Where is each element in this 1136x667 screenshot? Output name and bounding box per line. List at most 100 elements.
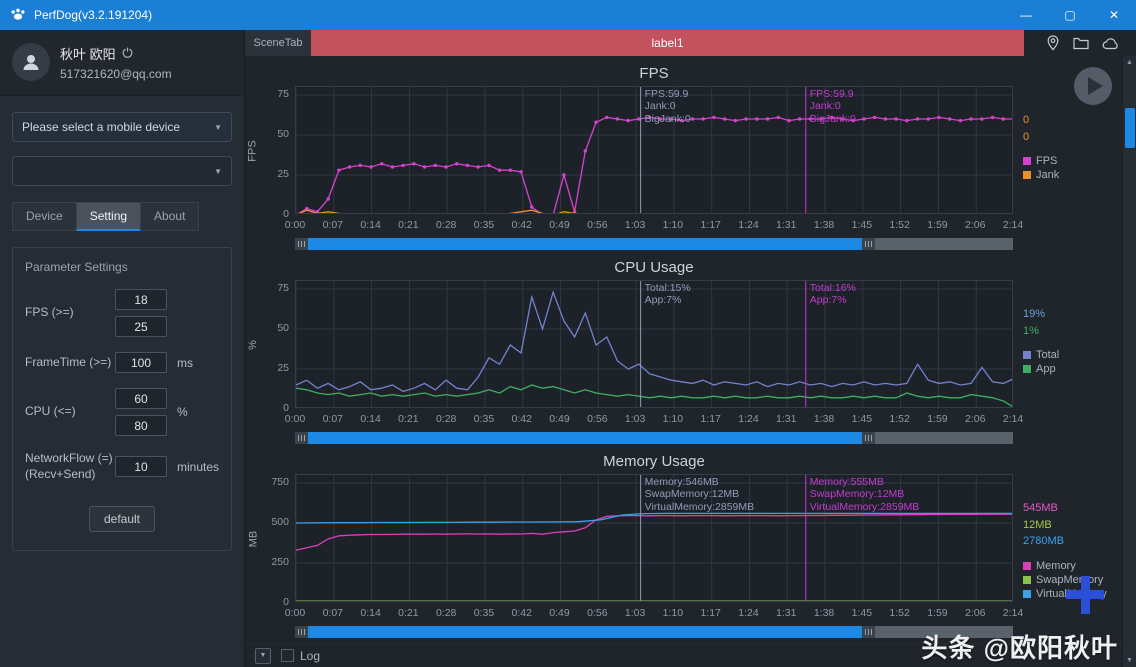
legend-item: Memory — [1023, 560, 1122, 572]
fps-y-axis-ticks: 0 25 50 75 — [261, 86, 295, 220]
current-value: 0 — [1023, 114, 1030, 126]
parameter-settings-panel: Parameter Settings FPS (>=) FrameTime (>… — [12, 247, 232, 552]
x-tick-label: 1:24 — [738, 607, 759, 619]
cpu-x-axis-labels: 0:00 0:07 0:14 0:21 0:28 0:35 0:42 0:49 0:56 1:03… — [285, 412, 1023, 428]
main-area: SceneTab label1 — [245, 30, 1136, 667]
x-tick-label: 1:45 — [851, 607, 873, 619]
log-checkbox[interactable] — [281, 649, 294, 662]
current-value: 19% — [1023, 308, 1046, 320]
maximize-button[interactable]: ▢ — [1064, 8, 1076, 22]
folder-icon[interactable] — [1073, 36, 1089, 50]
memory-y-axis-label: MB — [247, 530, 259, 548]
location-pin-icon[interactable] — [1046, 35, 1060, 51]
x-tick-label: 0:21 — [398, 413, 419, 425]
scrollbar-left-handle[interactable] — [295, 238, 308, 250]
power-icon[interactable] — [122, 46, 133, 61]
log-checkbox-group[interactable]: Log — [281, 649, 320, 663]
charts-area: FPS FPS 0 25 50 75 FPS:59.9 Jank:0 BigJank:0 F… — [245, 56, 1122, 643]
scroll-up-arrow[interactable]: ▲ — [1126, 59, 1133, 66]
fps-chart-scrollbar[interactable] — [295, 238, 1013, 250]
cpu-current-values: 19% 1% — [1023, 306, 1122, 339]
cpu-chart-scrollbar[interactable] — [295, 432, 1013, 444]
y-tick-label: 0 — [283, 596, 289, 608]
fps-setting-label: FPS (>=) — [25, 305, 74, 320]
x-tick-label: 1:45 — [851, 413, 873, 425]
scroll-down-arrow[interactable]: ▼ — [1126, 657, 1133, 664]
frametime-unit: ms — [177, 355, 193, 370]
x-tick-label: 2:14 — [1002, 413, 1024, 425]
x-tick-label: 0:07 — [322, 413, 343, 425]
legend-item: Total — [1023, 349, 1122, 361]
device-select-dropdown[interactable]: Please select a mobile device ▼ — [12, 112, 232, 142]
x-tick-label: 1:31 — [776, 219, 797, 231]
cpu-chart-title: CPU Usage — [614, 259, 694, 276]
scrollbar-thumb[interactable] — [1125, 108, 1135, 148]
memory-chart-scrollbar[interactable] — [295, 626, 1013, 638]
legend-item: App — [1023, 363, 1122, 375]
y-tick-label: 75 — [277, 88, 289, 100]
cpu-plot-area[interactable]: Total:15% App:7% Total:16% App:7% — [295, 280, 1015, 410]
avatar — [12, 43, 50, 81]
x-tick-label: 0:28 — [435, 219, 457, 231]
memory-plot-area[interactable]: Memory:546MB SwapMemory:12MB VirtualMemory… — [295, 474, 1015, 604]
cpu-unit: % — [177, 405, 188, 419]
cpu-chart: CPU Usage % 0 25 50 75 Total:15% App:7% Total… — [245, 250, 1122, 444]
scrollbar-right-handle[interactable] — [862, 238, 876, 250]
cloud-icon[interactable] — [1102, 37, 1120, 50]
memory-legend: Memory SwapMemory VirtualMemory — [1023, 560, 1122, 600]
scene-tab[interactable]: SceneTab — [245, 30, 311, 56]
frametime-input[interactable] — [115, 352, 167, 373]
tab-device[interactable]: Device — [12, 202, 76, 231]
y-tick-label: 0 — [283, 402, 289, 414]
fps-threshold-input-1[interactable] — [115, 289, 167, 310]
fps-plot-area[interactable]: FPS:59.9 Jank:0 BigJank:0 FPS:59.9 Jank:0 Big… — [295, 86, 1015, 216]
x-tick-label: 0:42 — [511, 607, 532, 619]
title-bar: PerfDog(v3.2.191204) — ▢ ✕ — [0, 0, 1136, 30]
close-button[interactable]: ✕ — [1108, 8, 1120, 22]
expand-toggle-button[interactable]: ▼ — [255, 647, 271, 664]
x-tick-label: 1:31 — [776, 413, 797, 425]
tab-about[interactable]: About — [140, 202, 200, 231]
x-tick-label: 0:49 — [549, 413, 570, 425]
fps-threshold-input-2[interactable] — [115, 316, 167, 337]
scrollbar-left-handle[interactable] — [295, 626, 308, 638]
x-tick-label: 0:21 — [398, 219, 419, 231]
x-tick-label: 0:21 — [398, 607, 419, 619]
secondary-dropdown[interactable]: ▼ — [12, 156, 232, 186]
fps-chart: FPS FPS 0 25 50 75 FPS:59.9 Jank:0 BigJank:0 F… — [245, 56, 1122, 250]
x-tick-label: 0:14 — [360, 219, 381, 231]
networkflow-input[interactable] — [115, 456, 167, 478]
vertical-scrollbar[interactable]: ▲ ▼ — [1122, 56, 1136, 667]
play-button[interactable] — [1074, 67, 1112, 105]
x-tick-label: 1:17 — [700, 607, 721, 619]
networkflow-setting-row: NetworkFlow (=) (Recv+Send) minutes — [25, 451, 219, 482]
sidebar: 秋叶 欧阳 517321620@qq.com Please select a m… — [0, 30, 245, 667]
frametime-setting-row: FrameTime (>=) ms — [25, 352, 219, 373]
minimize-button[interactable]: — — [1020, 8, 1032, 22]
current-value: 12MB — [1023, 518, 1052, 531]
user-email: 517321620@qq.com — [60, 66, 172, 81]
y-tick-label: 75 — [277, 282, 289, 294]
scrollbar-right-handle[interactable] — [862, 432, 876, 444]
cpu-threshold-input-1[interactable] — [115, 388, 167, 409]
x-tick-label: 0:42 — [511, 219, 532, 231]
x-tick-label: 0:49 — [549, 607, 570, 619]
scene-label[interactable]: label1 — [311, 30, 1024, 56]
scrollbar-left-handle[interactable] — [295, 432, 308, 444]
x-tick-label: 0:07 — [322, 607, 343, 619]
y-tick-label: 750 — [271, 476, 289, 488]
scrollbar-right-handle[interactable] — [862, 626, 876, 638]
legend-item: VirtualMemory — [1023, 588, 1122, 600]
y-tick-label: 250 — [271, 556, 289, 568]
scene-bar: SceneTab label1 — [245, 30, 1136, 56]
default-button[interactable]: default — [89, 506, 155, 533]
x-tick-label: 0:00 — [284, 219, 306, 231]
frametime-setting-label: FrameTime (>=) — [25, 354, 112, 369]
tab-setting[interactable]: Setting — [75, 202, 141, 231]
user-box: 秋叶 欧阳 517321620@qq.com — [0, 30, 244, 96]
y-tick-label: 50 — [277, 128, 289, 140]
fps-setting-row: FPS (>=) — [25, 289, 219, 337]
cpu-threshold-input-2[interactable] — [115, 415, 167, 436]
